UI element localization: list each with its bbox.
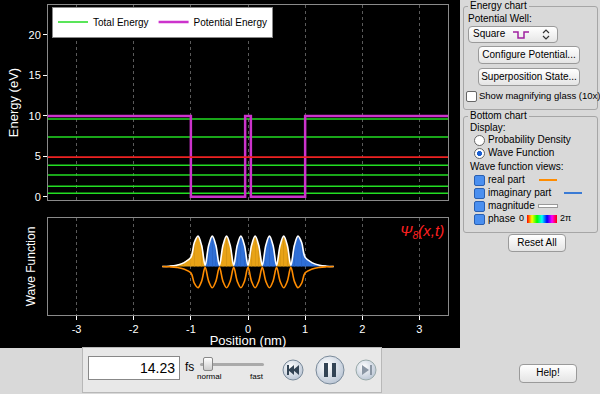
html-text:Potential Well:: Potential Well: bbox=[468, 13, 532, 24]
html-text:Help!: Help! bbox=[536, 367, 560, 378]
html-text:14.23: 14.23 bbox=[140, 360, 175, 376]
svg-text:2: 2 bbox=[359, 323, 365, 335]
html-text:Reset All: Reset All bbox=[517, 237, 557, 248]
html-text:Wave Function: Wave Function bbox=[488, 147, 555, 158]
html-text:magnitude: magnitude bbox=[488, 200, 535, 211]
html-text:Configure Potential...: Configure Potential... bbox=[482, 49, 576, 60]
html-text:2π: 2π bbox=[560, 213, 572, 223]
html-text:Bottom chart: Bottom chart bbox=[470, 110, 527, 121]
svg-text:15: 15 bbox=[29, 69, 41, 81]
svg-text:0: 0 bbox=[245, 323, 251, 335]
svg-text:Wave Function: Wave Function bbox=[24, 227, 38, 307]
svg-text:Total Energy: Total Energy bbox=[93, 17, 149, 28]
html-text:Probability Density: Probability Density bbox=[488, 134, 571, 145]
svg-text:Position (nm): Position (nm) bbox=[210, 333, 287, 348]
svg-text:20: 20 bbox=[29, 29, 41, 41]
html-text:Energy chart: Energy chart bbox=[470, 0, 527, 11]
svg-text:Energy (eV): Energy (eV) bbox=[6, 68, 21, 137]
svg-text:5: 5 bbox=[35, 150, 41, 162]
html-text:Display:: Display: bbox=[470, 122, 506, 133]
svg-text:-1: -1 bbox=[186, 323, 196, 335]
svg-text:1: 1 bbox=[302, 323, 308, 335]
html-text:Wave function views:: Wave function views: bbox=[470, 161, 564, 172]
html-text:normal: normal bbox=[197, 372, 222, 381]
html-text:fs: fs bbox=[185, 360, 195, 374]
svg-text:10: 10 bbox=[29, 110, 41, 122]
html-text:real part: real part bbox=[488, 174, 525, 185]
html-text:phase 0: phase 0 bbox=[488, 213, 524, 224]
svg-text:3: 3 bbox=[416, 323, 422, 335]
html-text:Show magnifying glass (10x): Show magnifying glass (10x) bbox=[479, 90, 600, 101]
svg-text:Ψ​8​(x,t): Ψ​8​(x,t) bbox=[400, 222, 444, 241]
svg-text:0: 0 bbox=[35, 191, 41, 203]
svg-text:-2: -2 bbox=[129, 323, 139, 335]
svg-text:Potential Energy: Potential Energy bbox=[194, 17, 267, 28]
svg-text:-3: -3 bbox=[72, 323, 82, 335]
html-text:Superposition State...: Superposition State... bbox=[481, 71, 577, 82]
html-text:Square: Square bbox=[473, 28, 506, 39]
html-text:imaginary part: imaginary part bbox=[488, 187, 552, 198]
html-text:fast: fast bbox=[250, 372, 263, 381]
